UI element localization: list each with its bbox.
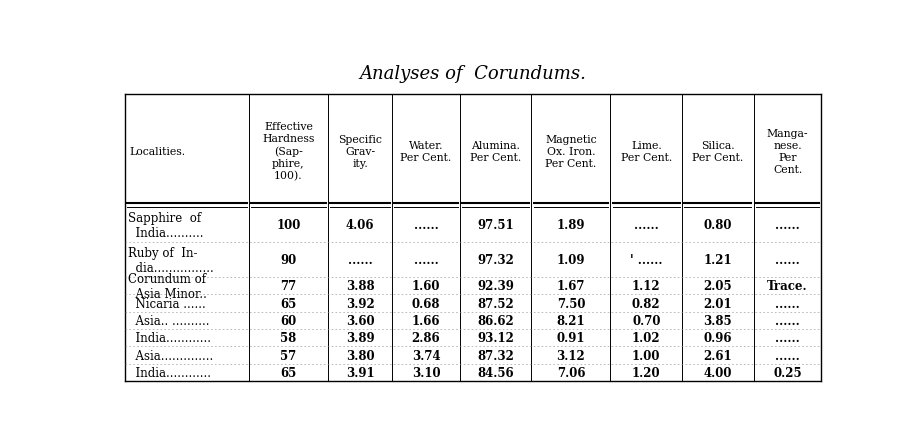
- Text: 1.89: 1.89: [557, 219, 585, 232]
- Text: 0.82: 0.82: [632, 297, 661, 310]
- Text: ......: ......: [775, 297, 800, 310]
- Text: Trace.: Trace.: [767, 279, 808, 293]
- Text: 7.50: 7.50: [557, 297, 585, 310]
- Text: ......: ......: [775, 254, 800, 266]
- Text: ......: ......: [414, 219, 438, 232]
- Text: 0.70: 0.70: [632, 314, 661, 327]
- Text: 0.96: 0.96: [703, 332, 732, 345]
- Text: 3.12: 3.12: [557, 349, 585, 362]
- Text: 3.88: 3.88: [346, 279, 375, 293]
- Text: 1.02: 1.02: [632, 332, 661, 345]
- Text: Nicaria ......: Nicaria ......: [128, 297, 206, 310]
- Text: 3.74: 3.74: [412, 349, 440, 362]
- Text: Specific
Grav-
ity.: Specific Grav- ity.: [338, 134, 382, 168]
- Text: 3.85: 3.85: [703, 314, 732, 327]
- Text: Lime.
Per Cent.: Lime. Per Cent.: [620, 140, 672, 162]
- Text: 2.05: 2.05: [703, 279, 732, 293]
- Text: Analyses of  Corundums.: Analyses of Corundums.: [360, 64, 586, 82]
- Text: 57: 57: [281, 349, 296, 362]
- Text: 4.06: 4.06: [346, 219, 375, 232]
- Text: 1.20: 1.20: [632, 366, 661, 379]
- Text: Corundum of
  Asia Minor..: Corundum of Asia Minor..: [128, 272, 207, 300]
- Text: Effective
Hardness
(Sap-
phire,
100).: Effective Hardness (Sap- phire, 100).: [262, 122, 315, 181]
- Text: ......: ......: [348, 254, 372, 266]
- Text: 65: 65: [281, 366, 296, 379]
- Text: 87.32: 87.32: [477, 349, 514, 362]
- Text: India............: India............: [128, 332, 211, 345]
- Text: ......: ......: [414, 254, 438, 266]
- Text: 2.61: 2.61: [703, 349, 732, 362]
- Text: 1.12: 1.12: [632, 279, 661, 293]
- Text: 1.21: 1.21: [703, 254, 732, 266]
- Text: Silica.
Per Cent.: Silica. Per Cent.: [692, 140, 743, 162]
- Text: 65: 65: [281, 297, 296, 310]
- Text: ......: ......: [634, 219, 659, 232]
- Text: 87.52: 87.52: [477, 297, 514, 310]
- Text: 97.32: 97.32: [477, 254, 514, 266]
- Text: Localities.: Localities.: [129, 146, 186, 156]
- Text: ......: ......: [775, 314, 800, 327]
- Text: 3.60: 3.60: [346, 314, 375, 327]
- Text: ......: ......: [775, 219, 800, 232]
- Text: 1.00: 1.00: [632, 349, 661, 362]
- Text: 77: 77: [281, 279, 296, 293]
- Text: 0.80: 0.80: [703, 219, 732, 232]
- Text: 86.62: 86.62: [477, 314, 514, 327]
- Text: 60: 60: [281, 314, 296, 327]
- Text: 0.25: 0.25: [773, 366, 802, 379]
- Text: 7.06: 7.06: [557, 366, 585, 379]
- Text: Magnetic
Ox. Iron.
Per Cent.: Magnetic Ox. Iron. Per Cent.: [545, 134, 597, 168]
- Text: 3.80: 3.80: [346, 349, 375, 362]
- Text: 100: 100: [276, 219, 301, 232]
- Text: 92.39: 92.39: [477, 279, 514, 293]
- Text: 3.92: 3.92: [346, 297, 375, 310]
- Text: Sapphire  of
  India..........: Sapphire of India..........: [128, 211, 204, 239]
- Text: 1.09: 1.09: [557, 254, 585, 266]
- Text: 3.10: 3.10: [412, 366, 440, 379]
- Text: 8.21: 8.21: [557, 314, 585, 327]
- Text: Asia..............: Asia..............: [128, 349, 213, 362]
- Text: 84.56: 84.56: [477, 366, 514, 379]
- Text: 4.00: 4.00: [703, 366, 732, 379]
- Text: 97.51: 97.51: [477, 219, 514, 232]
- Text: 3.89: 3.89: [346, 332, 375, 345]
- Text: 0.68: 0.68: [412, 297, 440, 310]
- Text: 90: 90: [281, 254, 296, 266]
- Text: 93.12: 93.12: [477, 332, 514, 345]
- Text: 1.66: 1.66: [412, 314, 440, 327]
- Text: 58: 58: [281, 332, 296, 345]
- Text: 1.60: 1.60: [412, 279, 440, 293]
- Text: ' ......: ' ......: [630, 254, 663, 266]
- Text: 1.67: 1.67: [557, 279, 585, 293]
- Text: 0.91: 0.91: [557, 332, 585, 345]
- Text: Asia.. ..........: Asia.. ..........: [128, 314, 210, 327]
- Text: 3.91: 3.91: [346, 366, 375, 379]
- Text: Alumina.
Per Cent.: Alumina. Per Cent.: [470, 140, 521, 162]
- Text: Ruby of  In-
  dia................: Ruby of In- dia................: [128, 246, 214, 274]
- Text: 2.86: 2.86: [412, 332, 440, 345]
- Text: ......: ......: [775, 349, 800, 362]
- Text: 2.01: 2.01: [703, 297, 732, 310]
- Text: Water.
Per Cent.: Water. Per Cent.: [401, 140, 451, 162]
- Text: Manga-
nese.
Per
Cent.: Manga- nese. Per Cent.: [767, 128, 809, 174]
- Text: India............: India............: [128, 366, 211, 379]
- Text: ......: ......: [775, 332, 800, 345]
